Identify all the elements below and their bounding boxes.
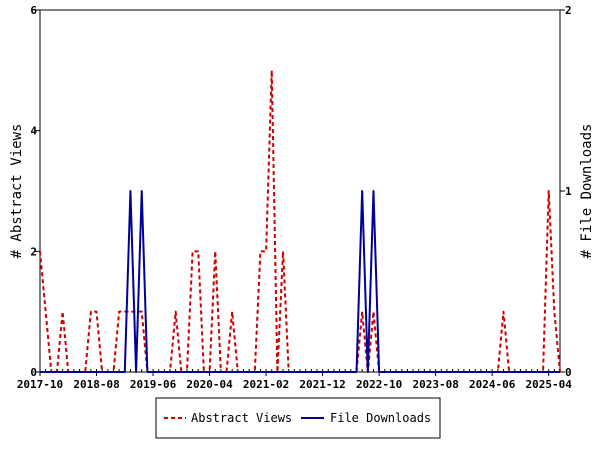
x-tick-label: 2024-06 [469,378,516,391]
series-line-file-downloads [40,190,560,373]
series-layer [39,69,561,373]
x-tick-label: 2018-08 [73,378,119,391]
y-right-tick-label: 0 [565,366,572,379]
y-left-tick-label: 4 [30,125,37,138]
y-axis-right-title: # File Downloads [579,124,595,259]
y-right-tick-label: 2 [565,4,572,17]
legend-label-abstract-views: Abstract Views [191,411,292,425]
y-left-tick-label: 0 [30,366,37,379]
x-tick-label: 2023-08 [412,378,458,391]
x-tick-label: 2025-04 [526,378,573,391]
x-tick-label: 2022-10 [356,378,402,391]
x-tick-label: 2021-02 [243,378,289,391]
legend: Abstract Views File Downloads [155,397,441,439]
x-tick-label: 2020-04 [186,378,233,391]
y-left-tick-label: 2 [30,245,37,258]
legend-label-file-downloads: File Downloads [330,411,431,425]
x-tick-label: 2017-10 [17,378,63,391]
x-tick-label: 2019-06 [130,378,177,391]
y-left-tick-group: 0 2 4 6 [30,4,40,379]
y-right-tick-group: 0 1 2 [560,4,572,379]
x-tick-group: 2017-10 2018-08 2019-06 2020-04 2021-02 2021-… [17,369,572,391]
legend-box [155,397,441,439]
y-right-tick-label: 1 [565,185,572,198]
x-tick-label: 2021-12 [299,378,345,391]
y-left-tick-label: 6 [30,4,37,17]
y-axis-left-title: # Abstract Views [9,124,25,259]
